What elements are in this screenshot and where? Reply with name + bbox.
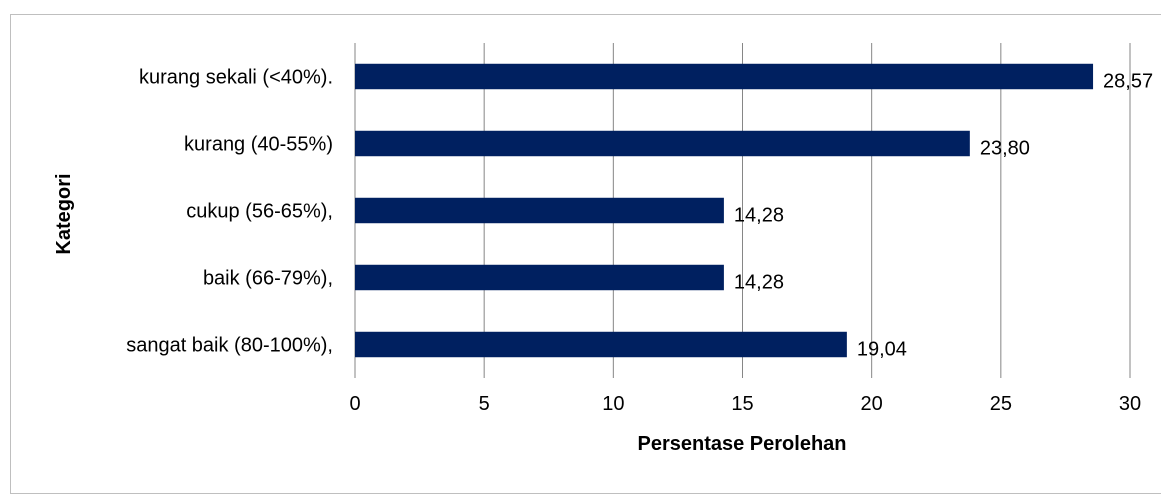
x-tick-label: 25	[990, 393, 1012, 415]
data-label: 14,28	[734, 272, 784, 294]
x-tick-label: 30	[1119, 393, 1141, 415]
x-tick-label: 0	[349, 393, 360, 415]
bar	[355, 63, 1094, 90]
data-label: 23,80	[980, 138, 1030, 160]
x-tick-label: 10	[602, 393, 624, 415]
data-labels: 28,57 23,80 14,28 14,28 19,04	[734, 71, 1153, 361]
data-label: 14,28	[734, 205, 784, 227]
data-label: 19,04	[857, 339, 907, 361]
x-tick-label: 15	[731, 393, 753, 415]
x-axis-title: Persentase Perolehan	[638, 433, 847, 455]
chart-frame	[10, 14, 1161, 494]
y-axis-title: Kategori	[53, 173, 75, 254]
category-label: cukup (56-65%),	[186, 201, 333, 223]
x-tick-labels: 0 5 10 15 20 25 30	[349, 393, 1141, 415]
category-label: kurang (40-55%)	[184, 134, 333, 156]
category-label: baik (66-79%),	[203, 268, 333, 290]
bar	[355, 264, 724, 291]
bar	[355, 331, 847, 358]
bar	[355, 197, 724, 224]
data-label: 28,57	[1103, 71, 1153, 93]
category-label: sangat baik (80-100%),	[126, 335, 333, 357]
x-tick-label: 20	[861, 393, 883, 415]
x-tick-label: 5	[479, 393, 490, 415]
bars	[355, 63, 1094, 358]
category-labels: kurang sekali (<40%). kurang (40-55%) cuku…	[126, 67, 333, 357]
bar	[355, 130, 970, 157]
category-label: kurang sekali (<40%).	[139, 67, 333, 89]
bar-chart: kurang sekali (<40%). kurang (40-55%) cuku…	[53, 43, 1153, 455]
